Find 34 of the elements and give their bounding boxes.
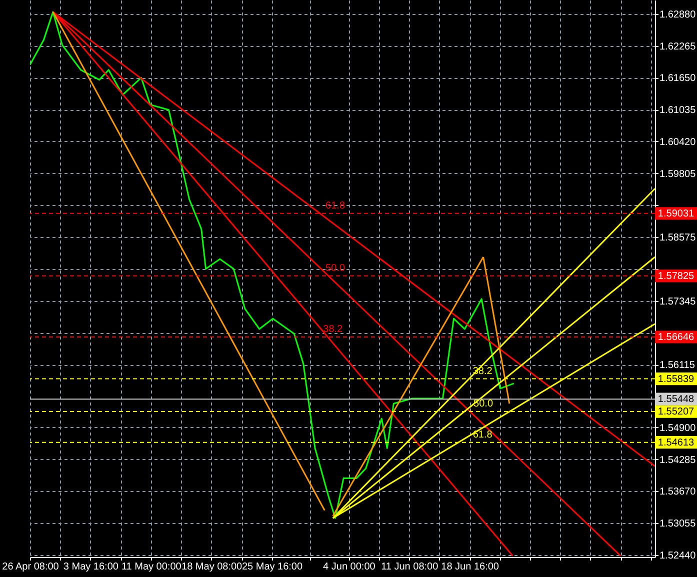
y-tick-label: 1.59805 (660, 168, 696, 180)
y-tick-label: 1.62265 (660, 41, 696, 52)
y-tick-label: 1.54900 (660, 422, 696, 434)
annotation: 50.0 (474, 398, 494, 410)
y-tick-label: 1.52440 (660, 550, 696, 562)
ref-line-label: 1.55839 (658, 374, 695, 385)
y-tick-label: 1.61035 (660, 105, 696, 116)
ref-line-label: 1.55207 (658, 406, 695, 418)
y-tick-label: 1.54285 (660, 454, 696, 466)
x-tick-label: 18 Jun 16:00 (441, 562, 500, 572)
x-tick-label: 25 May 16:00 (242, 562, 303, 572)
y-tick-label: 1.60420 (660, 136, 696, 148)
x-tick-label: 3 May 16:00 (63, 562, 119, 572)
x-tick-label: 11 Jun 08:00 (381, 562, 439, 572)
y-tick-label: 1.53055 (660, 518, 696, 530)
y-tick-label: 1.53670 (660, 486, 696, 498)
ref-line-label: 1.54613 (658, 437, 695, 448)
y-tick-label: 1.61650 (660, 73, 696, 84)
annotation: 61.8 (326, 200, 346, 212)
ref-line-label: 1.57825 (658, 270, 695, 282)
y-tick-label: 1.57345 (660, 296, 696, 308)
y-tick-label: 1.56115 (660, 360, 696, 372)
x-tick-label: 11 May 00:00 (121, 562, 182, 572)
ref-line-label: 1.55448 (658, 394, 695, 406)
annotation: 61.8 (472, 429, 493, 440)
x-tick-label: 4 Jun 00:00 (323, 562, 376, 572)
annotation: 50.0 (326, 262, 346, 274)
y-tick-label: 1.62880 (660, 9, 696, 20)
ref-line-label: 1.56646 (658, 332, 695, 343)
ref-line-label: 1.59031 (658, 208, 695, 220)
x-tick-label: 26 Apr 08:00 (2, 562, 60, 572)
annotation: 38.2 (323, 324, 344, 335)
y-tick-label: 1.58575 (660, 232, 696, 244)
x-tick-label: 18 May 08:00 (182, 562, 243, 572)
